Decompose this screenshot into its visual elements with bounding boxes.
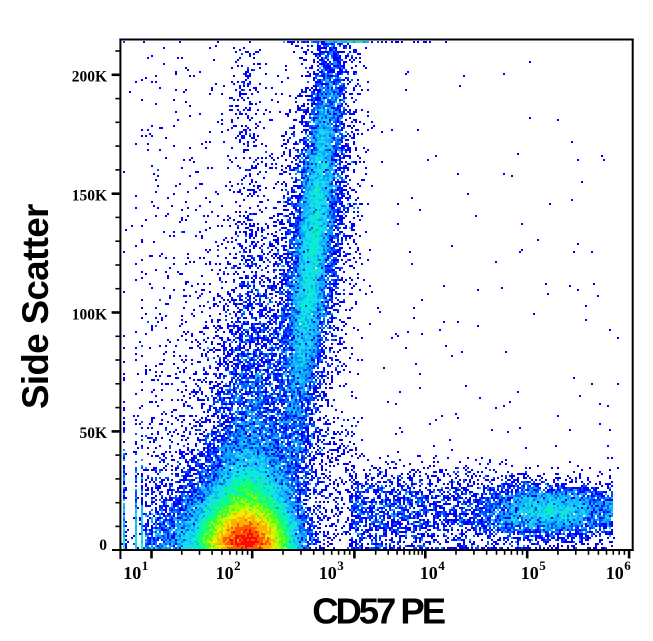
- svg-text:50K: 50K: [79, 425, 107, 442]
- svg-text:4: 4: [438, 558, 445, 573]
- svg-text:10: 10: [123, 563, 141, 583]
- svg-text:6: 6: [624, 558, 631, 573]
- svg-text:1: 1: [142, 558, 149, 573]
- svg-text:150K: 150K: [72, 187, 107, 204]
- svg-text:200K: 200K: [72, 68, 107, 85]
- svg-text:10: 10: [606, 563, 624, 583]
- svg-text:5: 5: [539, 558, 546, 573]
- svg-text:Side Scatter: Side Scatter: [15, 204, 56, 409]
- svg-text:10: 10: [521, 563, 539, 583]
- svg-text:10: 10: [216, 563, 234, 583]
- svg-text:10: 10: [319, 563, 337, 583]
- svg-text:3: 3: [337, 558, 344, 573]
- svg-text:10: 10: [420, 563, 438, 583]
- svg-text:2: 2: [234, 558, 241, 573]
- svg-text:CD57 PE: CD57 PE: [312, 590, 445, 631]
- svg-text:0: 0: [99, 537, 107, 554]
- svg-text:100K: 100K: [72, 307, 107, 324]
